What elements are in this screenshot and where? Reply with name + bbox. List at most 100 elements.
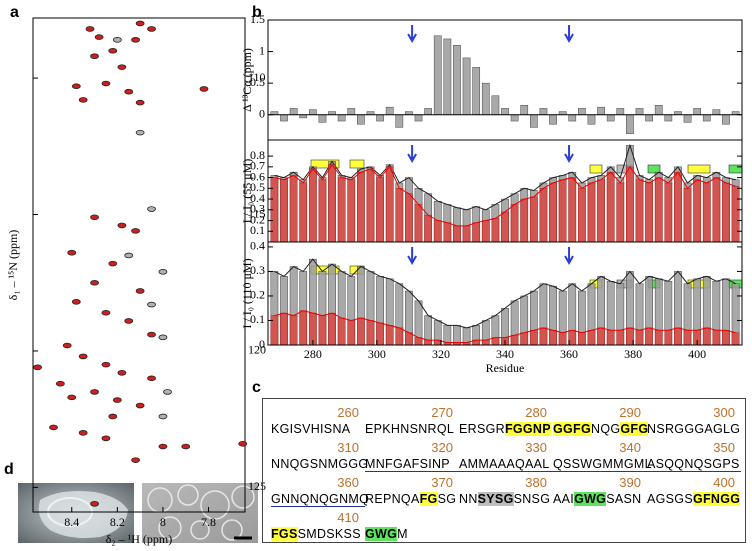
bar	[693, 108, 702, 115]
bar	[453, 45, 461, 115]
number-row: 410	[271, 510, 745, 527]
residue-number: 370	[431, 475, 453, 490]
residues: ASQQNQSGPS	[647, 457, 740, 471]
peak	[49, 424, 58, 431]
bar	[702, 114, 711, 122]
arrow	[407, 145, 417, 164]
peak	[71, 299, 81, 305]
bar	[529, 114, 538, 128]
peak	[135, 402, 145, 409]
residue-number: 360	[337, 475, 359, 490]
peak	[181, 443, 191, 450]
peak	[101, 80, 111, 87]
arrow	[407, 247, 417, 266]
residues: GWG	[365, 527, 398, 541]
peak	[101, 361, 111, 368]
peak	[101, 435, 111, 442]
sequence-block: REPNQAFGSG	[365, 492, 456, 506]
bar	[587, 114, 596, 125]
peak	[108, 47, 118, 54]
bar	[366, 320, 375, 346]
bar	[683, 188, 692, 243]
plot-frame	[32, 17, 246, 513]
peak	[108, 413, 118, 420]
sequence-block: FGSSMDSKSS	[271, 527, 361, 541]
y-tick-label: 0.5	[250, 75, 265, 89]
bar	[578, 188, 586, 243]
y-tick-label: 0.3	[250, 263, 265, 277]
bar	[433, 220, 442, 243]
bar	[549, 330, 557, 346]
y-axis-label: I / I₀ (55 μM)	[240, 159, 254, 224]
y-tick-label: 0.4	[250, 239, 265, 253]
bar	[491, 218, 500, 243]
bar	[664, 330, 673, 346]
x-tick-label: 7.8	[201, 515, 216, 529]
sequence-block: ERSGRFGGNP	[459, 422, 551, 436]
residues: NSRGGGAGLG	[647, 422, 741, 436]
residue-number: 290	[619, 405, 641, 420]
bar	[280, 312, 288, 346]
bar	[366, 168, 375, 243]
residue-number: 390	[619, 475, 641, 490]
peak	[147, 301, 156, 308]
number-row: 360 370 380 390 400	[271, 475, 745, 492]
bar	[395, 188, 404, 243]
residues: AMMAAAQAAL	[459, 457, 550, 471]
peak	[112, 37, 122, 43]
peak	[238, 440, 248, 447]
residue-number: 340	[619, 440, 641, 455]
sequence-block: NSRGGGAGLG	[647, 422, 740, 436]
bar	[722, 114, 730, 125]
residues: GNNQNQGNMQ	[271, 492, 370, 506]
bar	[337, 114, 346, 122]
bar	[280, 179, 288, 243]
bar	[549, 114, 557, 125]
bar	[395, 327, 404, 346]
x-tick-label: 8.2	[110, 515, 125, 529]
peak	[90, 53, 99, 60]
y-tick-label: 0.8	[250, 148, 265, 162]
bar	[318, 114, 327, 123]
bar	[462, 57, 471, 115]
peak	[124, 88, 134, 95]
bar	[453, 225, 461, 243]
bar	[308, 109, 317, 115]
residues: NQG	[591, 422, 621, 436]
bar	[433, 35, 442, 115]
y-tick-label: 1	[259, 43, 265, 57]
bar	[616, 330, 625, 346]
x-tick-label: 400	[688, 347, 706, 361]
sequence-row: FGSSMDSKSS GWGM	[271, 527, 745, 544]
bar	[568, 330, 577, 346]
bar	[318, 315, 327, 346]
residues: NN	[459, 492, 478, 506]
peak	[67, 394, 77, 401]
residues: SNSG	[513, 492, 551, 506]
peak	[90, 214, 99, 221]
bar	[481, 220, 490, 243]
bar	[308, 168, 317, 243]
y-axis-label: I / I₀ (110 μM)	[240, 258, 254, 328]
peak	[33, 364, 42, 371]
sequence-block: AGSGSGFNGG	[647, 492, 741, 506]
peak	[147, 206, 156, 212]
y-tick-label: 110	[248, 70, 266, 84]
bar	[529, 196, 538, 243]
x-tick-label: 280	[304, 347, 322, 361]
bar	[414, 114, 423, 122]
y-tick-label: 120	[248, 343, 266, 357]
residue-number: 260	[337, 405, 359, 420]
peak	[71, 83, 81, 90]
profile-line	[274, 310, 736, 344]
bar	[568, 177, 577, 243]
bar	[635, 108, 644, 115]
y-tick-label: 125	[248, 479, 266, 493]
residue-number: 300	[713, 405, 735, 420]
bar	[683, 330, 692, 346]
sequence-block: AAIGWGSASN	[553, 492, 641, 506]
peak	[147, 26, 156, 32]
bar	[424, 108, 432, 115]
bar	[347, 179, 356, 243]
bar	[712, 330, 721, 346]
